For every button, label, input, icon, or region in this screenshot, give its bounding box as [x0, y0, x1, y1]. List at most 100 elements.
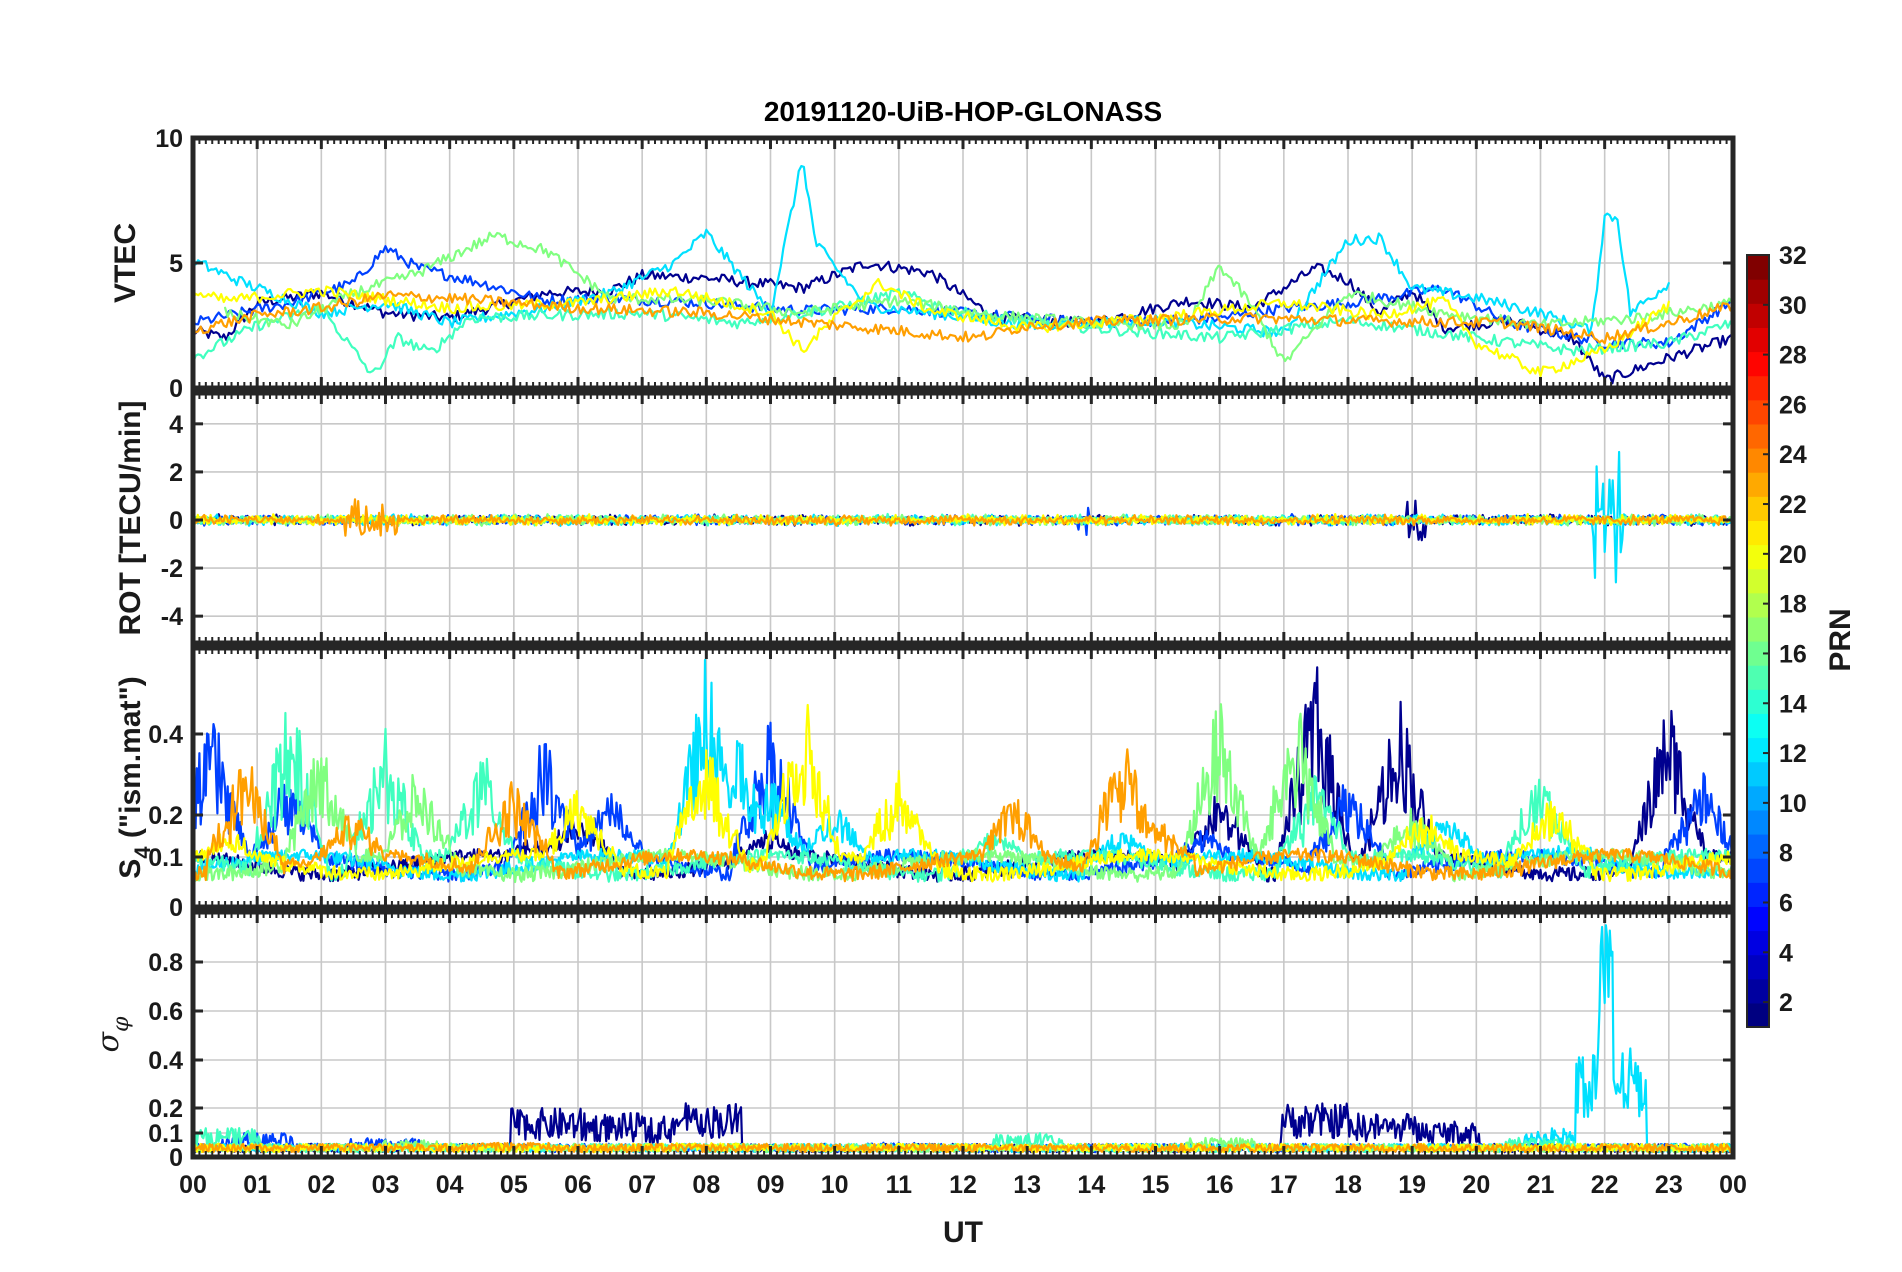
x-tick-label: 08 — [692, 1171, 720, 1199]
colorbar-tick-label: 32 — [1779, 242, 1807, 270]
x-tick-label: 23 — [1655, 1171, 1683, 1199]
x-tick-label: 05 — [500, 1171, 528, 1199]
y-tick-label: 4 — [169, 411, 183, 439]
panel-sigma_phi: 00.10.2 0.4 0.6 0.8 σφ — [91, 909, 1736, 1172]
y-axis-label: ROT [TECU/min] — [114, 401, 147, 636]
colorbar-tick-label: 26 — [1779, 391, 1807, 419]
y-tick-label: 0.4 — [148, 721, 183, 749]
colorbar-segment — [1747, 906, 1769, 932]
colorbar-segment — [1747, 448, 1769, 473]
series-group — [193, 658, 1733, 884]
colorbar-segment — [1747, 303, 1769, 328]
colorbar-segment — [1747, 616, 1769, 642]
colorbar-tick-label: 10 — [1779, 790, 1807, 818]
colorbar-tick-label: 24 — [1779, 441, 1807, 469]
colorbar-segment — [1747, 882, 1769, 907]
panel-frame — [190, 645, 1736, 910]
panel-s4: 0 0.1 0.2 0.4S4 ("ism.mat") — [114, 645, 1736, 922]
colorbar-segment — [1747, 399, 1769, 425]
colorbar-segment — [1747, 858, 1769, 883]
x-tick-label: 09 — [757, 1171, 785, 1199]
x-tick-label: 11 — [886, 1171, 913, 1199]
series-prn-6-vtec — [193, 245, 1733, 350]
x-tick-label: 14 — [1077, 1171, 1105, 1199]
colorbar-segment — [1747, 978, 1769, 1004]
colorbar-segment — [1747, 568, 1769, 594]
colorbar-tick-label: 6 — [1779, 889, 1793, 917]
colorbar-segment — [1747, 1002, 1769, 1028]
y-tick-label: 0.2 — [148, 1095, 183, 1123]
colorbar-segment — [1747, 279, 1769, 304]
colorbar-tick-label: 20 — [1779, 541, 1807, 569]
colorbar-segment — [1747, 496, 1769, 521]
colorbar-frame — [1746, 254, 1770, 1028]
colorbar-segment — [1747, 689, 1769, 714]
x-tick-label: 10 — [821, 1171, 849, 1199]
x-tick-label: 13 — [1013, 1171, 1041, 1199]
y-tick-label: -2 — [161, 555, 183, 583]
x-tick-label: 18 — [1334, 1171, 1362, 1199]
y-tick-label: 2 — [169, 459, 183, 487]
colorbar-segment — [1747, 713, 1769, 739]
colorbar-segment — [1747, 375, 1769, 401]
y-tick-label: 0 — [169, 894, 183, 922]
colorbar-segment — [1747, 930, 1769, 956]
colorbar-tick-label: 2 — [1779, 989, 1793, 1017]
x-tick-label: 00 — [179, 1171, 207, 1199]
x-tick-label: 04 — [436, 1171, 464, 1199]
y-axis-label: VTEC — [109, 223, 142, 303]
series-prn-20-vtec — [193, 277, 1670, 378]
x-axis-label: UT — [943, 1216, 983, 1249]
colorbar-segment — [1747, 423, 1769, 449]
series-prn-2-vtec — [193, 260, 1733, 385]
x-tick-label: 02 — [307, 1171, 335, 1199]
series-prn-17-vtec — [224, 231, 1733, 363]
y-tick-label: 0.4 — [148, 1047, 183, 1075]
x-tick-label: 15 — [1142, 1171, 1170, 1199]
colorbar-tick-label: 8 — [1779, 840, 1793, 868]
x-tick-label: 19 — [1398, 1171, 1426, 1199]
y-tick-label: 0 — [169, 507, 183, 535]
colorbar-label: PRN — [1824, 608, 1857, 671]
colorbar-segment — [1747, 954, 1769, 980]
y-tick-label: 10 — [155, 125, 183, 153]
colorbar-tick-label: 16 — [1779, 640, 1807, 668]
x-tick-label: 22 — [1591, 1171, 1619, 1199]
x-tick-label: 16 — [1206, 1171, 1234, 1199]
x-tick-label: 06 — [564, 1171, 592, 1199]
y-tick-label: 0.2 — [148, 802, 183, 830]
series-prn-23-rot — [193, 498, 1733, 537]
y-tick-label: 0.1 — [148, 1120, 183, 1148]
colorbar-segment — [1747, 255, 1769, 280]
colorbar-tick-label: 18 — [1779, 591, 1807, 619]
y-axis-label: S4 ("ism.mat") — [114, 676, 155, 878]
colorbar-tick-label: 28 — [1779, 342, 1807, 370]
colorbar-tick-label: 12 — [1779, 740, 1807, 768]
x-tick-label: 20 — [1462, 1171, 1490, 1199]
panel-frame — [190, 909, 1736, 1160]
x-tick-label: 12 — [949, 1171, 977, 1199]
y-tick-label: 0.6 — [148, 998, 183, 1026]
colorbar-segment — [1747, 520, 1769, 546]
series-group — [193, 165, 1733, 385]
x-tick-label: 00 — [1719, 1171, 1747, 1199]
colorbar-segment — [1747, 809, 1769, 835]
colorbar-segment — [1747, 351, 1769, 377]
x-tick-label: 07 — [628, 1171, 656, 1199]
x-tick-label: 01 — [243, 1171, 271, 1199]
colorbar-segment — [1747, 472, 1769, 497]
series-prn-23-s4 — [193, 748, 1733, 883]
y-tick-label: 0 — [169, 375, 183, 403]
colorbar-tick-label: 30 — [1779, 292, 1807, 320]
colorbar-tick-label: 4 — [1779, 939, 1793, 967]
colorbar-segment — [1747, 327, 1769, 353]
series-group — [193, 450, 1733, 584]
x-tick-labels: 00 01 02 03 04 05 06 07 08 09 10 11 12 13 14 15 16 17 18 19… — [179, 1171, 1747, 1199]
series-prn-23-vtec — [193, 290, 1733, 345]
colorbar-segment — [1747, 761, 1769, 787]
colorbar-segment — [1747, 785, 1769, 811]
colorbar-segment — [1747, 737, 1769, 763]
